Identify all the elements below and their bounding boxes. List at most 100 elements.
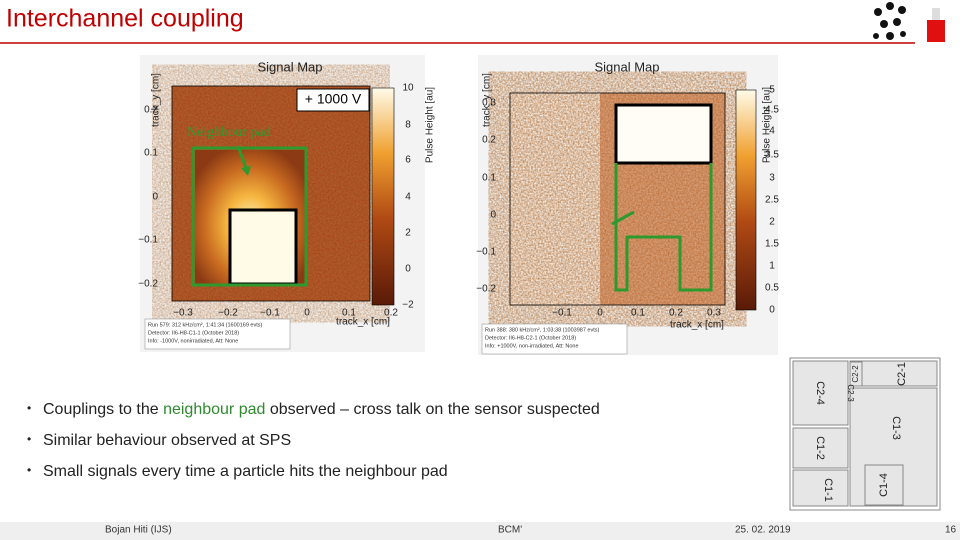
x-tick-label: −0.1	[552, 308, 572, 319]
colorbar-tick-label: 4.5	[765, 105, 779, 116]
bullet-text: Small signals every time a particle hits…	[43, 463, 448, 480]
footer-event: BCM'	[498, 525, 522, 536]
right-plot	[478, 55, 778, 355]
footer-author: Bojan Hiti (IJS)	[105, 525, 172, 536]
pad-label: C1-1	[822, 478, 834, 502]
bullet-span: neighbour pad	[163, 401, 265, 418]
pad-label: C2-3	[846, 384, 855, 402]
plot-frame	[171, 85, 371, 302]
x-tick-label: 0.2	[669, 308, 683, 319]
pad-label: C2-1	[896, 362, 908, 386]
stats-line: Info: -1000V, nonirradiated, Att: None	[148, 338, 238, 344]
bullet-text: Similar behaviour observed at SPS	[43, 432, 291, 449]
colorbar-tick-label: −2	[402, 300, 414, 311]
y-tick-label: 0.2	[482, 135, 496, 146]
colorbar	[735, 89, 757, 311]
y-tick-label: 0	[490, 210, 496, 221]
footer-bar	[0, 522, 960, 540]
x-tick-label: 0.1	[342, 308, 356, 319]
x-tick-label: 0	[597, 308, 603, 319]
neighbour-arrowhead	[241, 166, 251, 176]
y-tick-label: −0.2	[138, 279, 158, 290]
pad-diagram	[789, 357, 941, 511]
signal-pad-box	[614, 103, 713, 165]
bullet-marker: •	[27, 401, 31, 415]
voltage-label: + 1000 V	[305, 91, 362, 107]
pad-label: C2-2	[851, 365, 860, 383]
pad-label: C2-4	[814, 381, 826, 405]
stats-line: Info: +1000V, non-irradiated, Att: None	[485, 343, 579, 349]
pad-label: C1-2	[814, 436, 826, 460]
bullet-span: Small signals every time a particle hits…	[43, 463, 448, 480]
stats-box	[481, 323, 628, 355]
y-tick-label: 0.2	[144, 105, 158, 116]
neighbour-arrow	[611, 210, 635, 226]
y-axis-label: track_y [cm]	[482, 73, 493, 127]
colorbar-label: Pulse Height [au]	[425, 87, 436, 163]
x-tick-label: 0.3	[707, 308, 721, 319]
colorbar-label: Pulse Height [au]	[762, 87, 773, 163]
y-tick-label: 0	[152, 192, 158, 203]
bullet-marker: •	[27, 463, 31, 477]
bullet-marker: •	[27, 432, 31, 446]
y-tick-label: 0.1	[144, 148, 158, 159]
colorbar-tick-label: 1.5	[765, 239, 779, 250]
x-tick-label: 0.2	[384, 308, 398, 319]
y-tick-label: −0.1	[476, 247, 496, 258]
voltage-box	[296, 88, 370, 112]
colorbar-tick-label: 2	[405, 228, 411, 239]
plot-frame	[509, 92, 726, 306]
pad-label: C1-4	[878, 473, 890, 497]
logo	[873, 2, 945, 42]
colorbar-tick-label: 4	[405, 192, 411, 203]
colorbar-tick-label: 6	[405, 155, 411, 166]
stats-line: Run 579: 312 kHz/cm², 1:41:34 (1600169 e…	[148, 322, 263, 328]
plot-title: Signal Map	[594, 59, 659, 74]
footer-page: 16	[945, 525, 957, 536]
y-axis-label: track_y [cm]	[151, 73, 162, 127]
neighbour-pad-box	[614, 163, 713, 292]
colorbar-tick-label: 2.5	[765, 195, 779, 206]
colorbar-tick-label: 0	[769, 305, 775, 316]
pad-label: C1-3	[890, 416, 902, 440]
bullet-text: Couplings to the neighbour pad observed …	[43, 401, 600, 418]
x-tick-label: −0.1	[260, 308, 280, 319]
colorbar-tick-label: 3.5	[765, 150, 779, 161]
slide-title: Interchannel coupling	[6, 5, 244, 33]
x-axis-label: track_x [cm]	[670, 320, 724, 331]
stats-box	[144, 318, 291, 350]
colorbar-tick-label: 4	[769, 126, 775, 137]
bullet-span: Couplings to the	[43, 401, 163, 418]
colorbar-tick-label: 1	[769, 261, 775, 272]
colorbar-tick-label: 2	[769, 217, 775, 228]
y-tick-label: −0.2	[476, 284, 496, 295]
stats-line: Run 388: 380 kHz/cm², 1:03:38 (1003987 e…	[485, 327, 600, 333]
x-tick-label: −0.2	[218, 308, 238, 319]
colorbar-tick-label: 8	[405, 120, 411, 131]
colorbar-tick-label: 5	[769, 85, 775, 96]
colorbar-tick-label: 0	[405, 264, 411, 275]
neighbour-pad-box	[191, 146, 308, 287]
colorbar-tick-label: 0.5	[765, 283, 779, 294]
plot-title: Signal Map	[257, 59, 322, 74]
y-tick-label: −0.1	[138, 235, 158, 246]
signal-pad-box	[228, 208, 298, 286]
x-axis-label: track_x [cm]	[336, 317, 390, 328]
stats-line: Detector: II6-H8-C2-1 (October 2018)	[485, 335, 576, 341]
y-tick-label: 0.1	[482, 173, 496, 184]
colorbar-tick-label: 3	[769, 173, 775, 184]
neighbour-arrow	[236, 145, 248, 169]
colorbar	[371, 87, 395, 306]
colorbar-tick-label: 10	[402, 83, 414, 94]
x-tick-label: 0	[304, 308, 310, 319]
x-tick-label: 0.1	[631, 308, 645, 319]
y-tick-label: 0.3	[482, 98, 496, 109]
stats-line: Detector: II6-H8-C1-1 (October 2018)	[148, 330, 239, 336]
left-plot: + 1000 V Neighbour pad	[140, 55, 425, 352]
footer-date: 25. 02. 2019	[735, 525, 791, 536]
x-tick-label: −0.3	[173, 308, 193, 319]
bullet-span: observed – cross talk on the sensor susp…	[265, 401, 599, 418]
neighbour-label: Neighbour pad	[187, 125, 271, 140]
